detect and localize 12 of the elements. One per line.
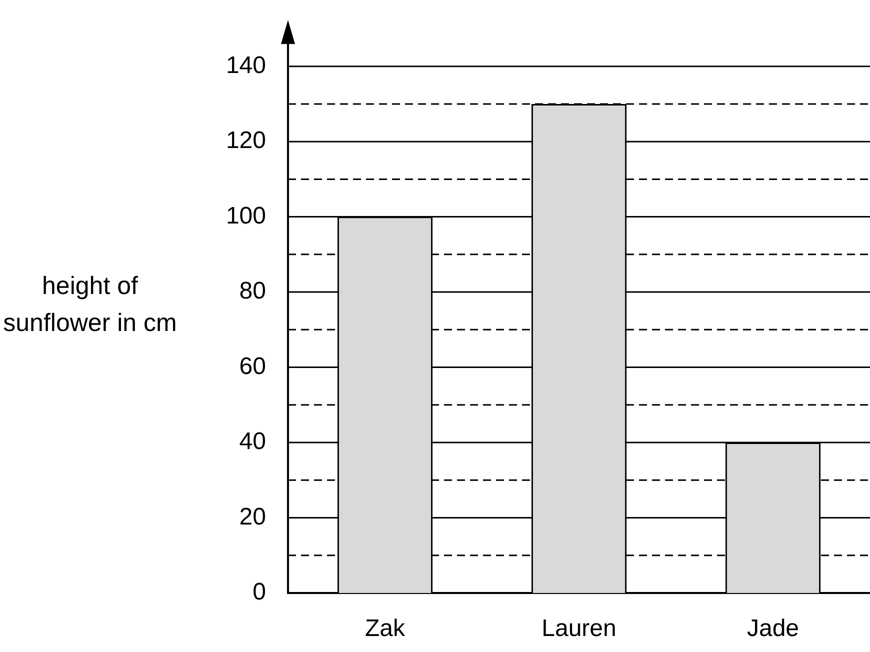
y-tick-label: 140 [226,52,266,79]
y-tick-label: 20 [239,503,266,530]
x-tick-label: Lauren [542,615,616,642]
y-tick-label: 120 [226,127,266,154]
x-tick-label: Zak [364,615,406,642]
x-tick-label: Jade [746,615,800,642]
y-tick-label: 60 [239,352,266,380]
y-tick-label: 0 [252,578,266,606]
y-tick-label: 40 [239,428,266,456]
y-axis-title: height of sunflower in cm [2,271,178,339]
y-tick-label: 80 [239,278,266,305]
y-tick-label: 100 [226,202,266,230]
